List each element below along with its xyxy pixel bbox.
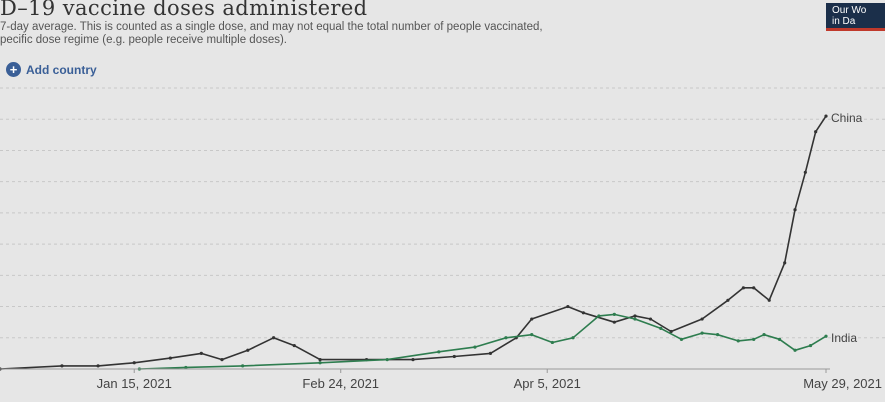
data-point[interactable] [168,356,172,360]
series-line-india[interactable] [139,313,827,370]
data-point[interactable] [272,336,276,340]
data-point[interactable] [762,333,766,337]
data-point[interactable] [96,364,100,368]
logo-line-2: in Da [832,16,856,27]
data-point[interactable] [581,311,585,315]
subtitle-line-1: 7-day average. This is counted as a sing… [0,21,543,33]
data-point[interactable] [612,312,616,316]
data-point[interactable] [793,348,797,352]
data-point[interactable] [700,331,704,335]
owid-logo[interactable]: Our Wo in Da [826,3,885,31]
data-point[interactable] [741,286,746,290]
data-point[interactable] [550,340,554,345]
series-label: China [831,111,863,125]
x-tick-label: Jan 15, 2021 [97,376,172,391]
data-point[interactable] [318,361,322,365]
data-point[interactable] [530,333,534,337]
series-label: India [831,331,857,345]
data-point[interactable] [385,358,389,362]
data-point[interactable] [824,334,828,338]
data-point[interactable] [808,343,813,348]
data-point[interactable] [659,326,663,331]
data-point[interactable] [571,336,575,340]
series-line-china[interactable] [0,115,827,370]
data-point[interactable] [814,130,818,134]
data-point[interactable] [199,351,203,355]
x-tick-label: Apr 5, 2021 [514,376,581,391]
data-point[interactable] [793,208,797,212]
data-point[interactable] [633,317,637,321]
data-point[interactable] [726,298,730,302]
data-point[interactable] [824,114,828,118]
data-point[interactable] [597,314,601,318]
data-point[interactable] [679,337,684,341]
add-country-button[interactable]: + Add country [6,62,97,77]
x-axis: Jan 15, 2021 Feb 24, 2021 Apr 5, 2021 May 2… [0,368,882,391]
plus-circle-icon: + [6,62,21,77]
data-point[interactable] [669,329,673,334]
data-point[interactable] [648,317,653,321]
subtitle-line-2: pecific dose regime (e.g. people receive… [0,34,288,46]
x-tick-label: May 29, 2021 [803,376,882,391]
data-point[interactable] [318,358,322,362]
add-country-label: Add country [26,62,97,77]
data-point[interactable] [220,358,224,362]
data-point[interactable] [633,314,637,318]
data-point[interactable] [767,298,771,302]
data-point[interactable] [803,170,807,174]
data-point[interactable] [184,365,188,370]
data-point[interactable] [473,345,477,349]
data-point[interactable] [241,364,245,368]
data-point[interactable] [60,364,64,368]
data-point[interactable] [530,317,534,321]
gridlines [0,87,885,339]
data-point[interactable] [752,337,756,341]
chart-subtitle: 7-day average. This is counted as a sing… [0,21,543,47]
data-point[interactable] [777,337,782,341]
data-point[interactable] [752,286,756,290]
logo-line-1: Our Wo [832,5,867,16]
data-point[interactable] [132,361,136,365]
data-point[interactable] [411,358,415,362]
x-tick-label: Feb 24, 2021 [302,376,379,391]
data-point[interactable] [437,350,441,354]
data-point[interactable] [783,261,787,265]
data-point[interactable] [452,354,456,359]
data-point[interactable] [292,343,296,348]
data-point[interactable] [700,317,704,321]
data-point[interactable] [715,333,720,337]
data-point[interactable] [246,348,250,352]
data-point[interactable] [504,336,508,340]
data-point[interactable] [488,351,493,355]
series-lines: China India [0,111,863,371]
data-point[interactable] [736,339,740,343]
data-point[interactable] [566,304,570,309]
chart-title: D–19 vaccine doses administered [0,0,368,20]
data-point[interactable] [612,320,616,324]
